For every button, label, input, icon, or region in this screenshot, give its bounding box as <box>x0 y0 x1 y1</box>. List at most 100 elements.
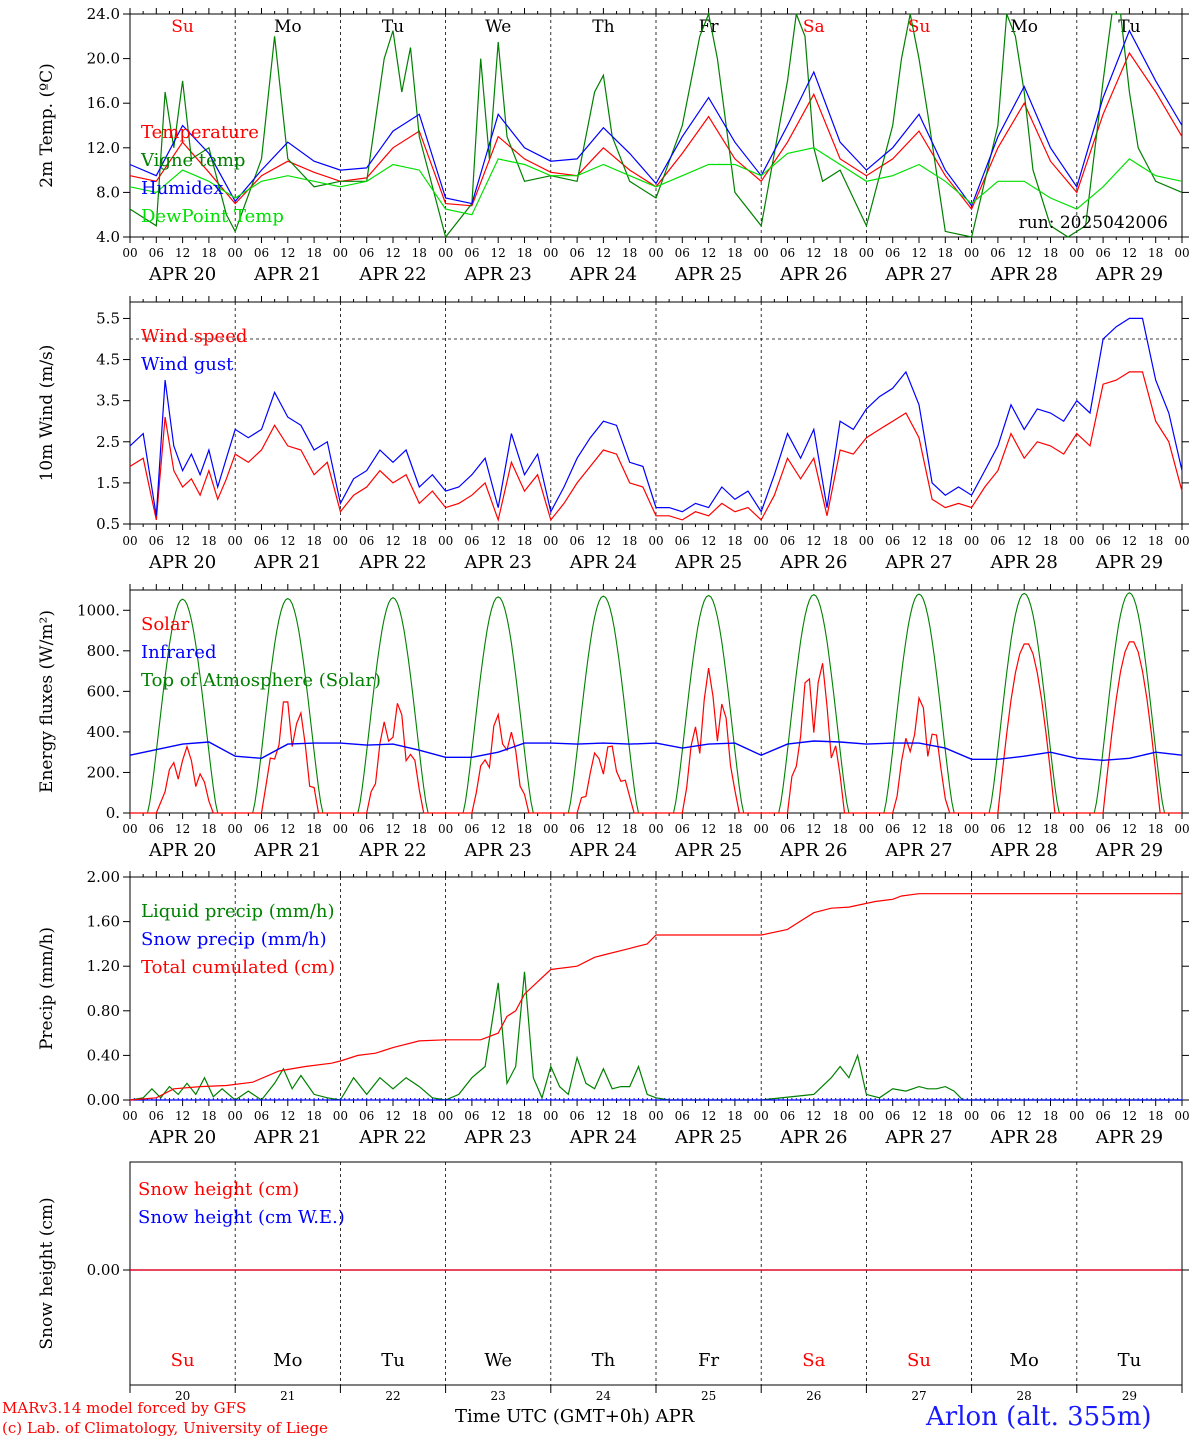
hour-label: 18 <box>832 822 847 836</box>
time-axis-text: Time UTC (GMT+0h) <box>455 1406 650 1427</box>
hour-label: 06 <box>359 246 374 260</box>
date-label: APR 22 <box>358 1127 426 1148</box>
y-axis-label: 2m Temp. (ºC) <box>37 63 57 188</box>
hour-label: 00 <box>543 1109 558 1123</box>
hour-label: 06 <box>149 1109 164 1123</box>
hour-label: 12 <box>175 246 190 260</box>
bottom-day-name: We <box>484 1350 512 1371</box>
bottom-day-name: Mo <box>273 1350 302 1371</box>
date-label: APR 27 <box>884 840 952 861</box>
infrared-line <box>129 740 1183 762</box>
date-label: APR 25 <box>674 264 742 285</box>
hour-label: 12 <box>385 1109 400 1123</box>
hour-label: 12 <box>385 534 400 548</box>
hour-label: 12 <box>1122 246 1137 260</box>
y-tick-label: 16.0 <box>87 94 120 112</box>
hour-label: 12 <box>701 534 716 548</box>
hour-label: 12 <box>911 534 926 548</box>
hour-label: 00 <box>228 1109 243 1123</box>
y-tick-label: 4.0 <box>96 228 120 246</box>
series-line-2 <box>129 29 1183 208</box>
day-name-label: We <box>485 17 511 37</box>
series-line-3 <box>129 147 1183 216</box>
hour-label: 00 <box>648 822 663 836</box>
solar-line <box>866 695 972 814</box>
hour-label: 00 <box>1174 822 1189 836</box>
hour-label: 06 <box>464 1109 479 1123</box>
bottom-day-name: Fr <box>698 1350 719 1371</box>
hour-label: 00 <box>122 1109 137 1123</box>
toa-solar-line <box>1076 592 1182 814</box>
legend-entry: Humidex <box>141 178 223 199</box>
date-label: APR 23 <box>464 1127 532 1148</box>
hour-label: 18 <box>622 246 637 260</box>
bottom-day-number: 21 <box>280 1389 295 1403</box>
hour-label: 00 <box>228 822 243 836</box>
date-label: APR 26 <box>779 840 847 861</box>
hour-label: 06 <box>149 822 164 836</box>
hour-label: 12 <box>385 822 400 836</box>
hour-label: 18 <box>622 534 637 548</box>
day-name-label: Th <box>592 17 614 37</box>
bottom-day-number: 28 <box>1017 1389 1032 1403</box>
hour-label: 18 <box>727 534 742 548</box>
hour-label: 00 <box>754 1109 769 1123</box>
date-label: APR 20 <box>148 264 216 285</box>
hour-label: 00 <box>1174 1109 1189 1123</box>
hour-label: 00 <box>543 534 558 548</box>
hour-label: 00 <box>964 246 979 260</box>
date-label: APR 26 <box>779 1127 847 1148</box>
date-label: APR 23 <box>464 264 532 285</box>
hour-label: 18 <box>412 246 427 260</box>
hour-label: 18 <box>1148 246 1163 260</box>
y-tick-label: 3.5 <box>96 392 120 410</box>
hour-label: 06 <box>990 822 1005 836</box>
solar-line <box>761 663 867 814</box>
date-label: APR 29 <box>1095 1127 1163 1148</box>
hour-label: 00 <box>754 246 769 260</box>
hour-label: 06 <box>885 534 900 548</box>
hour-label: 12 <box>806 1109 821 1123</box>
hour-label: 00 <box>1069 246 1084 260</box>
date-label: APR 28 <box>990 1127 1058 1148</box>
legend-entry: Vigne temp <box>140 150 245 171</box>
hour-label: 06 <box>675 1109 690 1123</box>
legend-entry: Solar <box>141 614 190 635</box>
solar-line <box>340 703 446 814</box>
solar-line <box>235 701 341 814</box>
legend-entry: Top of Atmosphere (Solar) <box>141 670 381 691</box>
hour-label: 00 <box>122 534 137 548</box>
hour-label: 12 <box>701 246 716 260</box>
toa-solar-line <box>656 594 762 814</box>
hour-label: 18 <box>306 822 321 836</box>
y-tick-label: 2.5 <box>96 433 120 451</box>
toa-solar-line <box>445 596 551 814</box>
legend-entry: DewPoint Temp <box>141 206 284 227</box>
y-tick-label: 800. <box>87 642 120 660</box>
hour-label: 18 <box>201 1109 216 1123</box>
hour-label: 00 <box>438 1109 453 1123</box>
hour-label: 12 <box>1017 246 1032 260</box>
hour-label: 18 <box>832 1109 847 1123</box>
hour-label: 06 <box>359 822 374 836</box>
legend-entry: Infrared <box>141 642 216 663</box>
solar-line <box>656 668 762 814</box>
date-label: APR 24 <box>569 552 637 573</box>
y-tick-label: 600. <box>87 682 120 700</box>
hour-label: 06 <box>675 534 690 548</box>
hour-label: 06 <box>254 534 269 548</box>
hour-label: 00 <box>1069 1109 1084 1123</box>
solar-line <box>1076 641 1182 814</box>
date-label: APR 24 <box>569 264 637 285</box>
hour-label: 18 <box>412 1109 427 1123</box>
hour-label: 18 <box>1043 534 1058 548</box>
hour-label: 12 <box>1017 822 1032 836</box>
bottom-day-number: 23 <box>491 1389 506 1403</box>
hour-label: 12 <box>701 1109 716 1123</box>
hour-label: 00 <box>1174 534 1189 548</box>
hour-label: 18 <box>727 822 742 836</box>
bottom-day-name: Tu <box>1118 1350 1142 1371</box>
day-name-label: Sa <box>803 17 825 37</box>
y-tick-label: 4.5 <box>96 351 120 369</box>
hour-label: 00 <box>228 246 243 260</box>
